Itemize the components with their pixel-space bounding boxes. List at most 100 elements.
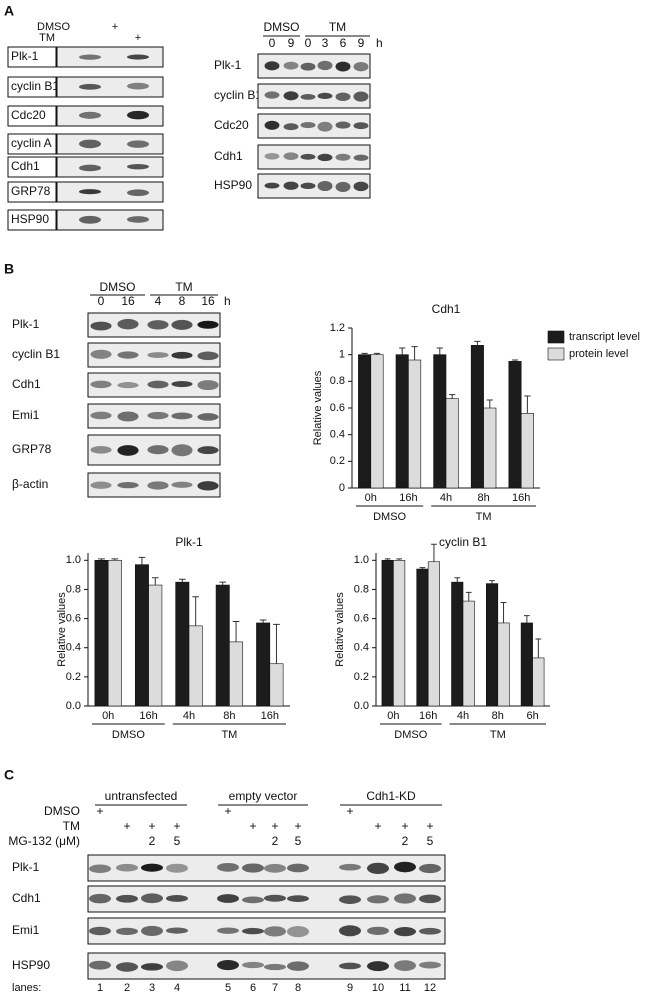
lane-number: 5 <box>225 982 231 994</box>
lane-number: 1 <box>97 982 103 994</box>
blot-band <box>242 896 264 904</box>
blot-band <box>116 927 138 936</box>
blot-band <box>217 927 239 934</box>
blot-band <box>353 154 369 161</box>
blot-band <box>171 319 193 330</box>
treatment-mark: + <box>148 819 155 833</box>
treatment-mark: + <box>123 819 130 833</box>
lane-number: 7 <box>272 982 278 994</box>
treatment-mark: 2 <box>149 834 156 848</box>
bar <box>416 568 429 707</box>
blot-band <box>317 180 333 192</box>
lane-number: 11 <box>399 982 410 994</box>
label-box <box>7 181 57 203</box>
bar <box>269 663 284 707</box>
y-axis-label: Relative values <box>56 592 68 667</box>
y-tick-label: 0.0 <box>354 700 369 712</box>
blot-band <box>166 863 188 873</box>
blot-band <box>300 62 316 71</box>
blot-band <box>287 926 309 938</box>
legend-label: protein level <box>569 348 628 360</box>
error-bar <box>535 638 542 658</box>
blot-band <box>264 61 280 71</box>
panel-label: A <box>4 3 14 19</box>
lane-number: 3 <box>149 982 155 994</box>
treatment-mark: + <box>135 32 141 44</box>
bar <box>486 583 499 707</box>
lane-number: 9 <box>347 982 353 994</box>
bar <box>107 559 122 707</box>
treatment-mark: 5 <box>295 834 302 848</box>
blot-band <box>335 61 351 72</box>
y-tick-label: 0.6 <box>66 612 81 624</box>
blot-band <box>117 318 139 330</box>
x-tick-label: 0h <box>102 710 114 722</box>
treatment-mark: + <box>224 804 231 818</box>
blot-band <box>353 181 369 192</box>
blot-band <box>283 91 299 101</box>
blot-band <box>147 481 169 490</box>
y-tick-label: 0.8 <box>330 375 345 387</box>
blot-band <box>171 351 193 359</box>
blot-band <box>394 861 416 873</box>
unit-label: h <box>376 36 383 50</box>
blot-band <box>79 164 101 172</box>
x-tick-label: 16h <box>261 710 279 722</box>
x-tick-label: 0h <box>365 492 377 504</box>
group-label: TM <box>221 729 237 741</box>
treatment-mark: 2 <box>402 834 409 848</box>
blot-band <box>335 181 351 192</box>
label-box <box>7 156 57 178</box>
blot-band <box>394 926 416 937</box>
treatment-label: DMSO <box>44 804 80 818</box>
error-bar <box>465 591 472 602</box>
protein-label: Plk-1 <box>214 58 242 72</box>
blot-band <box>79 83 101 90</box>
blot-band <box>335 153 351 161</box>
error-bar <box>486 399 493 408</box>
bar <box>256 622 271 707</box>
blot-band <box>367 895 389 904</box>
protein-label: Plk-1 <box>12 860 40 874</box>
blot-band <box>339 863 361 871</box>
blot-band <box>287 961 309 971</box>
bar <box>520 622 533 707</box>
blot-band <box>90 321 112 331</box>
bar <box>408 359 422 489</box>
group-label: DMSO <box>112 729 145 741</box>
protein-label: Cdh1 <box>11 159 40 173</box>
bar <box>497 622 510 707</box>
blot-band <box>79 54 101 60</box>
panel-label: B <box>4 261 14 277</box>
lane-number: 12 <box>424 982 436 994</box>
protein-label: Cdh1 <box>12 891 41 905</box>
lane-label: 0 <box>98 294 105 308</box>
blot-band <box>197 380 219 391</box>
lane-label: 9 <box>358 36 365 50</box>
lane-label: 0 <box>269 36 276 50</box>
error-bar <box>524 395 531 414</box>
treatment-mark: 5 <box>174 834 181 848</box>
blot-band <box>197 320 219 329</box>
group-label: TM <box>476 511 492 523</box>
blot-band <box>197 481 219 491</box>
protein-label: Emi1 <box>12 408 40 422</box>
bar <box>229 641 244 707</box>
error-bar <box>449 394 456 399</box>
blot-band <box>141 893 163 904</box>
treatment-mark: + <box>374 819 381 833</box>
blot-band <box>367 961 389 972</box>
treatment-label: MG-132 (μM) <box>8 834 80 848</box>
legend-swatch <box>547 347 565 361</box>
blot-band <box>339 962 361 970</box>
lane-label: 3 <box>322 36 329 50</box>
blot-band <box>367 926 389 935</box>
y-tick-label: 0.2 <box>330 455 345 467</box>
blot-band <box>79 215 101 224</box>
lane-label: 16 <box>121 294 135 308</box>
lanes-label: lanes: <box>12 982 41 994</box>
blot-band <box>264 926 286 937</box>
blot-band <box>166 927 188 934</box>
lane-label: 9 <box>288 36 295 50</box>
protein-label: HSP90 <box>11 212 49 226</box>
